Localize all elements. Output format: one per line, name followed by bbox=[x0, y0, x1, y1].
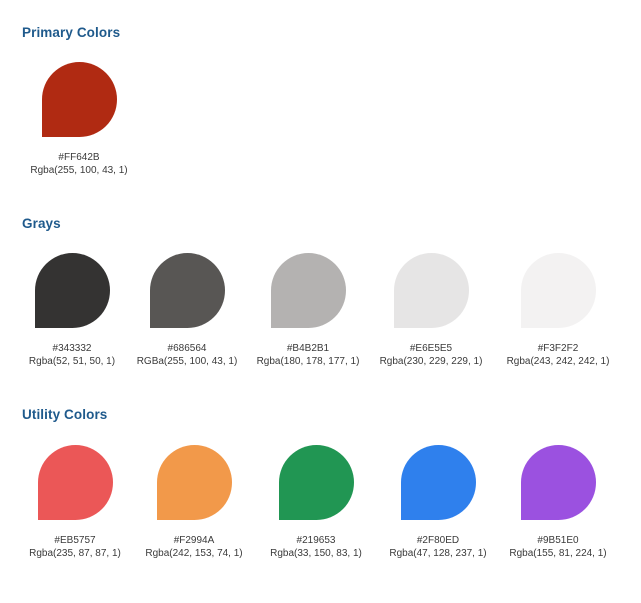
color-chip bbox=[41, 62, 117, 137]
hex-code: #E6E5E5 bbox=[409, 343, 453, 354]
color-swatch-primary: #FF642B Rgba(255, 100, 43, 1) bbox=[19, 62, 139, 177]
color-chip bbox=[520, 253, 596, 328]
color-swatch-utility-2: #F2994A Rgba(242, 153, 74, 1) bbox=[134, 445, 254, 560]
color-swatch-utility-4: #2F80ED Rgba(47, 128, 237, 1) bbox=[378, 445, 498, 560]
hex-code: #FF642B bbox=[58, 152, 100, 163]
rgba-value: Rgba(230, 229, 229, 1) bbox=[379, 356, 483, 367]
hex-code: #B4B2B1 bbox=[286, 343, 330, 354]
color-chip bbox=[149, 253, 225, 328]
section-title-primary-colors: Primary Colors bbox=[22, 25, 121, 40]
rgba-value: Rgba(242, 153, 74, 1) bbox=[145, 548, 243, 559]
hex-code: #9B51E0 bbox=[537, 535, 579, 546]
rgba-value: Rgba(235, 87, 87, 1) bbox=[29, 548, 121, 559]
color-swatch-gray-5: #F3F2F2 Rgba(243, 242, 242, 1) bbox=[498, 253, 618, 368]
rgba-value: Rgba(243, 242, 242, 1) bbox=[506, 356, 610, 367]
section-title-grays: Grays bbox=[22, 216, 61, 231]
utility-colors-row: #EB5757 Rgba(235, 87, 87, 1) #F2994A Rgb… bbox=[0, 445, 641, 565]
color-chip bbox=[270, 253, 346, 328]
section-title-utility-colors: Utility Colors bbox=[22, 407, 108, 422]
color-swatch-utility-5: #9B51E0 Rgba(155, 81, 224, 1) bbox=[498, 445, 618, 560]
color-chip bbox=[400, 445, 476, 520]
color-swatch-gray-2: #686564 RGBa(255, 100, 43, 1) bbox=[127, 253, 247, 368]
hex-code: #2F80ED bbox=[416, 535, 460, 546]
color-chip bbox=[393, 253, 469, 328]
rgba-value: Rgba(33, 150, 83, 1) bbox=[270, 548, 362, 559]
grays-row: #343332 Rgba(52, 51, 50, 1) #686564 RGBa… bbox=[0, 253, 641, 373]
color-chip bbox=[156, 445, 232, 520]
color-swatch-gray-4: #E6E5E5 Rgba(230, 229, 229, 1) bbox=[371, 253, 491, 368]
rgba-value: RGBa(255, 100, 43, 1) bbox=[136, 356, 238, 367]
color-swatch-utility-1: #EB5757 Rgba(235, 87, 87, 1) bbox=[15, 445, 135, 560]
color-chip bbox=[520, 445, 596, 520]
color-swatch-utility-3: #219653 Rgba(33, 150, 83, 1) bbox=[256, 445, 376, 560]
rgba-value: Rgba(155, 81, 224, 1) bbox=[509, 548, 607, 559]
color-chip bbox=[37, 445, 113, 520]
hex-code: #343332 bbox=[52, 343, 92, 354]
hex-code: #EB5757 bbox=[54, 535, 96, 546]
hex-code: #F3F2F2 bbox=[537, 343, 579, 354]
color-swatch-gray-1: #343332 Rgba(52, 51, 50, 1) bbox=[12, 253, 132, 368]
primary-colors-row: #FF642B Rgba(255, 100, 43, 1) bbox=[0, 62, 641, 182]
color-swatch-gray-3: #B4B2B1 Rgba(180, 178, 177, 1) bbox=[248, 253, 368, 368]
rgba-value: Rgba(180, 178, 177, 1) bbox=[256, 356, 360, 367]
color-chip bbox=[34, 253, 110, 328]
rgba-value: Rgba(255, 100, 43, 1) bbox=[30, 165, 128, 176]
rgba-value: Rgba(52, 51, 50, 1) bbox=[28, 356, 116, 367]
hex-code: #F2994A bbox=[173, 535, 215, 546]
hex-code: #686564 bbox=[167, 343, 207, 354]
color-chip bbox=[278, 445, 354, 520]
hex-code: #219653 bbox=[296, 535, 336, 546]
rgba-value: Rgba(47, 128, 237, 1) bbox=[389, 548, 487, 559]
